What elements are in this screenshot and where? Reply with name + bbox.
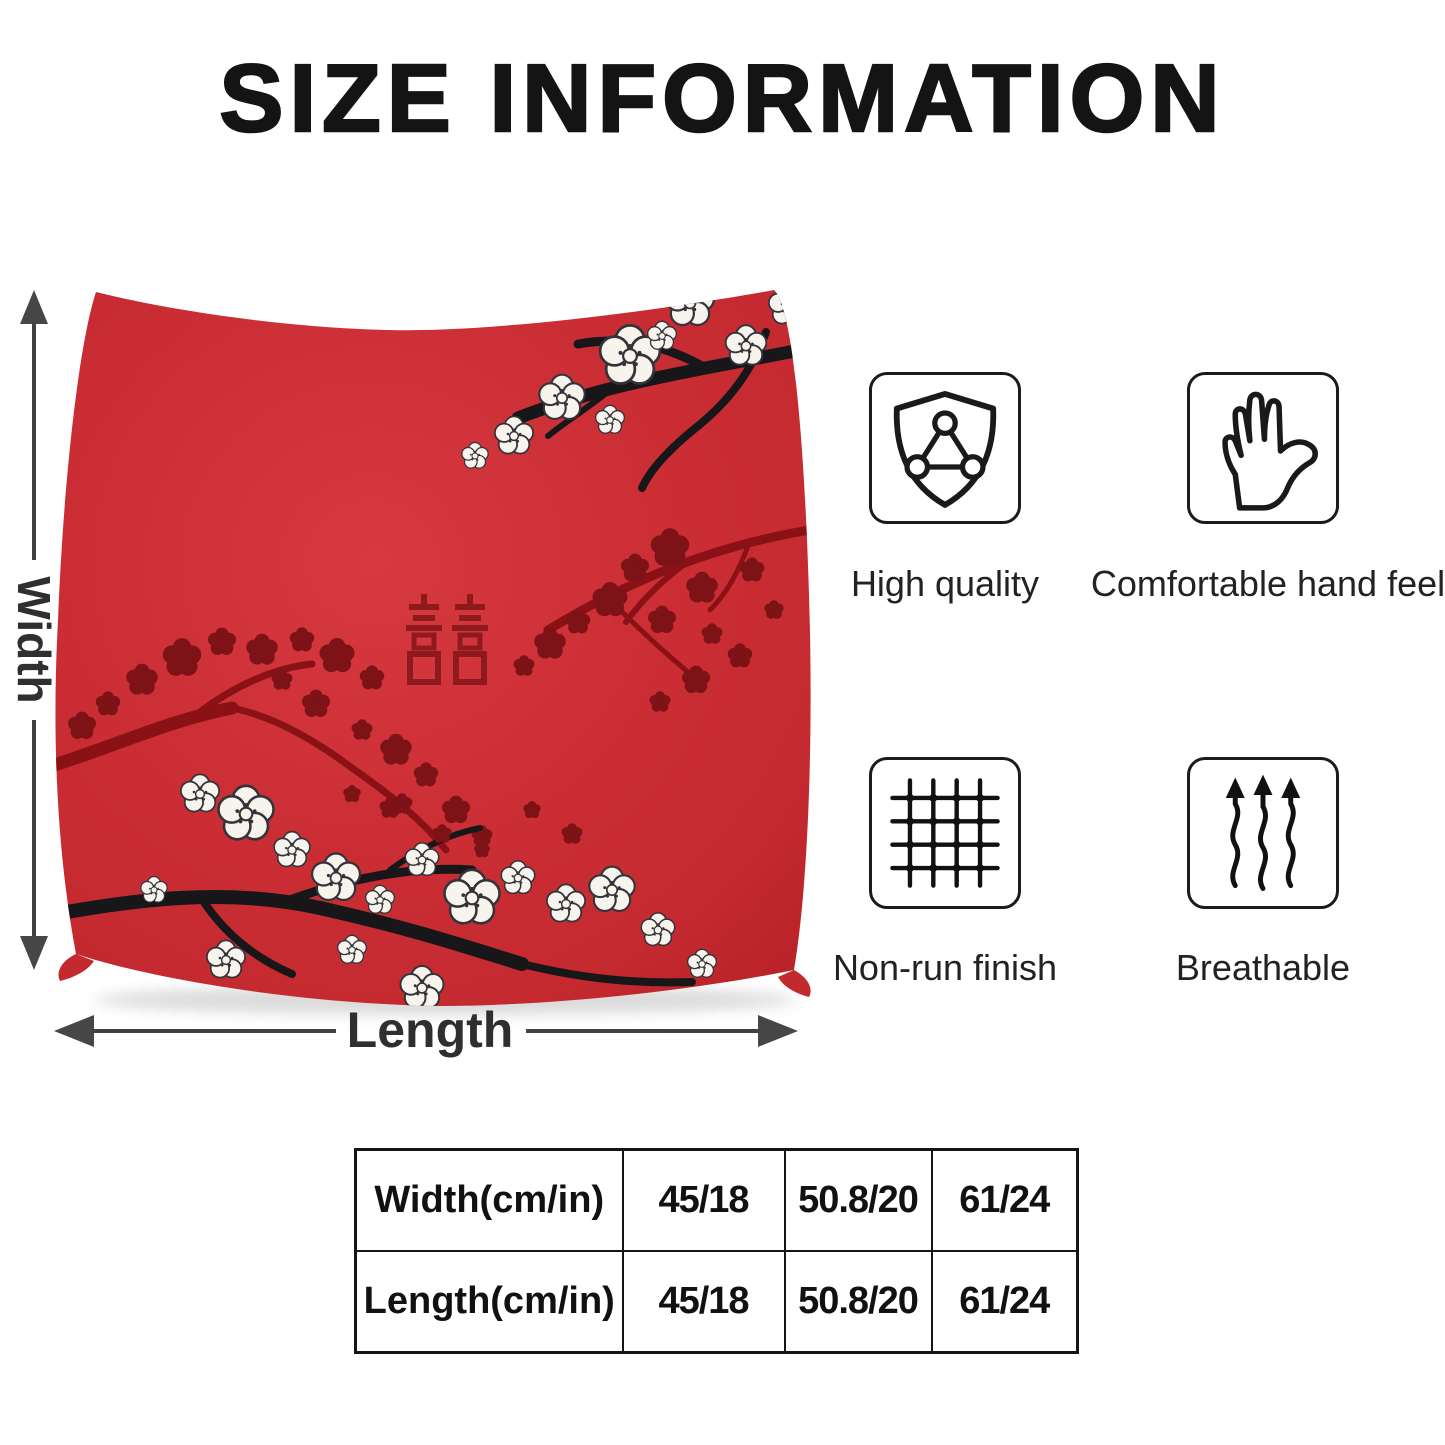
pillow-print xyxy=(55,290,811,1006)
size-table: Width(cm/in) 45/18 50.8/20 61/24 Length(… xyxy=(354,1148,1079,1354)
length-size-small: 45/18 xyxy=(621,1250,786,1354)
table-row-width: Width(cm/in) 45/18 50.8/20 61/24 xyxy=(354,1148,1079,1252)
feature-box-breathable xyxy=(1187,757,1339,909)
feature-label-high-quality: High quality xyxy=(850,563,1040,604)
length-arrow xyxy=(54,1015,798,1047)
feature-box-high-quality xyxy=(869,372,1021,524)
maroon-branch-left xyxy=(55,660,450,854)
feature-label-hand-feel: Comfortable hand feel xyxy=(1090,563,1445,604)
black-branch-bottom-left xyxy=(55,825,696,987)
hand-icon xyxy=(1222,391,1318,511)
width-arrow xyxy=(20,290,48,970)
width-size-medium: 50.8/20 xyxy=(783,1148,933,1252)
width-size-small: 45/18 xyxy=(621,1148,786,1252)
feature-box-hand-feel xyxy=(1187,372,1339,524)
length-dimension-label: Length xyxy=(346,1002,514,1058)
row-header-width: Width(cm/in) xyxy=(354,1148,624,1252)
table-row-length: Length(cm/in) 45/18 50.8/20 61/24 xyxy=(354,1250,1079,1354)
row-header-length: Length(cm/in) xyxy=(354,1250,624,1354)
feature-label-breathable: Breathable xyxy=(1175,947,1351,988)
grid-mesh-icon xyxy=(890,778,1000,888)
pillow-image xyxy=(55,290,811,1015)
shield-quality-icon xyxy=(893,391,997,508)
length-size-medium: 50.8/20 xyxy=(783,1250,933,1354)
width-dimension-label: Width xyxy=(8,576,60,704)
page-title: SIZE INFORMATION xyxy=(218,44,1226,154)
breathable-arrows-icon xyxy=(1225,774,1301,891)
feature-box-non-run xyxy=(869,757,1021,909)
width-size-large: 61/24 xyxy=(930,1148,1079,1252)
feature-label-non-run: Non-run finish xyxy=(832,947,1058,988)
length-size-large: 61/24 xyxy=(930,1250,1079,1354)
